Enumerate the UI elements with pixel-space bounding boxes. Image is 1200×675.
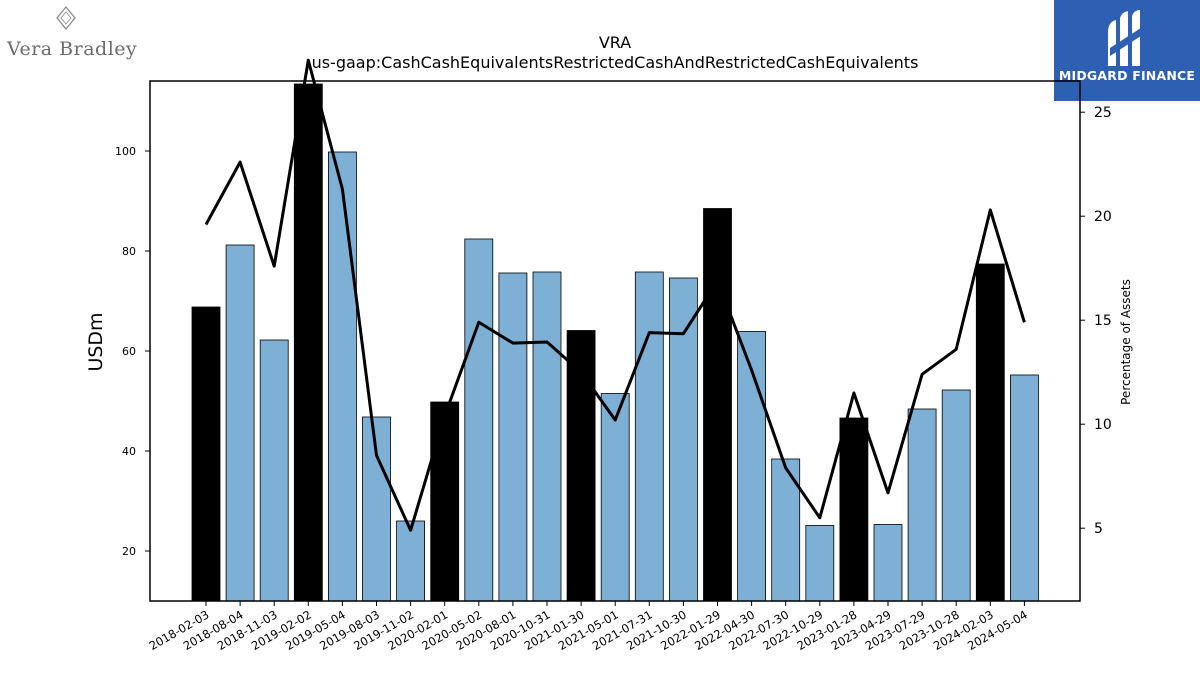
line-series <box>204 58 1026 532</box>
bar-2019-02-02 <box>293 83 323 602</box>
y-tick-label: 80 <box>122 245 136 258</box>
y-tick-label: 20 <box>122 545 136 558</box>
y2-tick-label: 25 <box>1094 105 1112 121</box>
diamond-logo-icon <box>56 6 76 30</box>
bar-2023-01-28 <box>839 417 869 602</box>
y2-tick-label: 10 <box>1094 417 1112 433</box>
midgard-finance-logo: MIDGARD FINANCE <box>1054 0 1200 101</box>
bar-2018-08-04 <box>225 244 255 602</box>
bar-2020-02-01 <box>430 401 460 602</box>
y2-tick-label: 5 <box>1094 521 1103 537</box>
bar-2020-10-31 <box>532 271 562 602</box>
bar-2023-10-28 <box>941 389 971 602</box>
bar-2020-08-01 <box>498 272 528 602</box>
y-tick-label: 60 <box>122 345 136 358</box>
percentage-line <box>204 58 1026 532</box>
chart-title: VRA <box>599 33 631 52</box>
y-tick-label: 40 <box>122 445 136 458</box>
bar-2019-11-02 <box>396 520 426 602</box>
bar-series <box>191 83 1039 602</box>
y2-axis-label: Percentage of Assets <box>1119 279 1133 405</box>
midgard-finance-wordmark: MIDGARD FINANCE <box>1058 68 1196 83</box>
bar-2022-04-30 <box>737 331 766 602</box>
bar-2024-05-04 <box>1010 374 1039 602</box>
bar-2022-01-29 <box>703 208 732 602</box>
midgard-m-icon <box>1108 10 1144 66</box>
bar-2021-05-01 <box>600 393 630 602</box>
chart-subtitle: us-gaap:CashCashEquivalentsRestrictedCas… <box>312 53 919 72</box>
bar-2019-05-04 <box>327 151 357 602</box>
vera-bradley-wordmark: Vera Bradley <box>7 38 138 60</box>
bar-2018-11-03 <box>259 339 289 602</box>
y2-tick-label: 15 <box>1094 313 1112 329</box>
vera-bradley-logo: Vera Bradley <box>4 4 137 60</box>
bar-2022-10-29 <box>805 525 835 602</box>
bar-2023-07-29 <box>907 408 937 602</box>
bar-2018-02-03 <box>191 306 221 602</box>
y-axis-label: USDm <box>85 312 107 371</box>
bar-2023-04-29 <box>873 524 903 602</box>
bar-2024-02-03 <box>975 263 1005 602</box>
bar-2020-05-02 <box>464 238 494 602</box>
y2-tick-label: 20 <box>1094 209 1112 225</box>
bar-2021-07-31 <box>634 271 664 602</box>
bar-2021-10-30 <box>669 277 698 602</box>
y-tick-label: 100 <box>115 145 136 158</box>
